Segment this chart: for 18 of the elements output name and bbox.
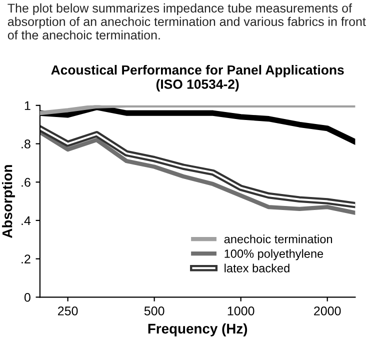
x-axis-title: Frequency (Hz) xyxy=(148,323,248,336)
x-tick-label: 1000 xyxy=(228,306,254,316)
legend-label: anechoic termination xyxy=(224,234,332,244)
text: The plot below summarizes impedance tube measurements of absorption of an anechoic termination and various fabrics in front of the anechoic termination. xyxy=(8,3,366,40)
y-tick-label: 1 xyxy=(24,101,30,110)
line-series xyxy=(40,105,356,116)
y-tick-label: .6 xyxy=(22,178,30,187)
chart-title: Acoustical Performance for Panel Applications (ISO 10534-2) xyxy=(51,64,344,92)
legend-label: 100% polyethylene xyxy=(224,249,324,260)
y-tick-label: 0 xyxy=(24,292,30,302)
x-tick-label: 2000 xyxy=(314,306,341,316)
y-axis-title: Absorption xyxy=(2,165,15,238)
y-tick-label: .2 xyxy=(22,254,30,264)
legend-label: latex backed xyxy=(224,264,290,272)
y-tick-label: .4 xyxy=(22,216,31,225)
x-tick-label: 250 xyxy=(58,306,78,316)
y-tick-label: .8 xyxy=(22,140,30,148)
x-tick-label: 500 xyxy=(144,306,164,316)
